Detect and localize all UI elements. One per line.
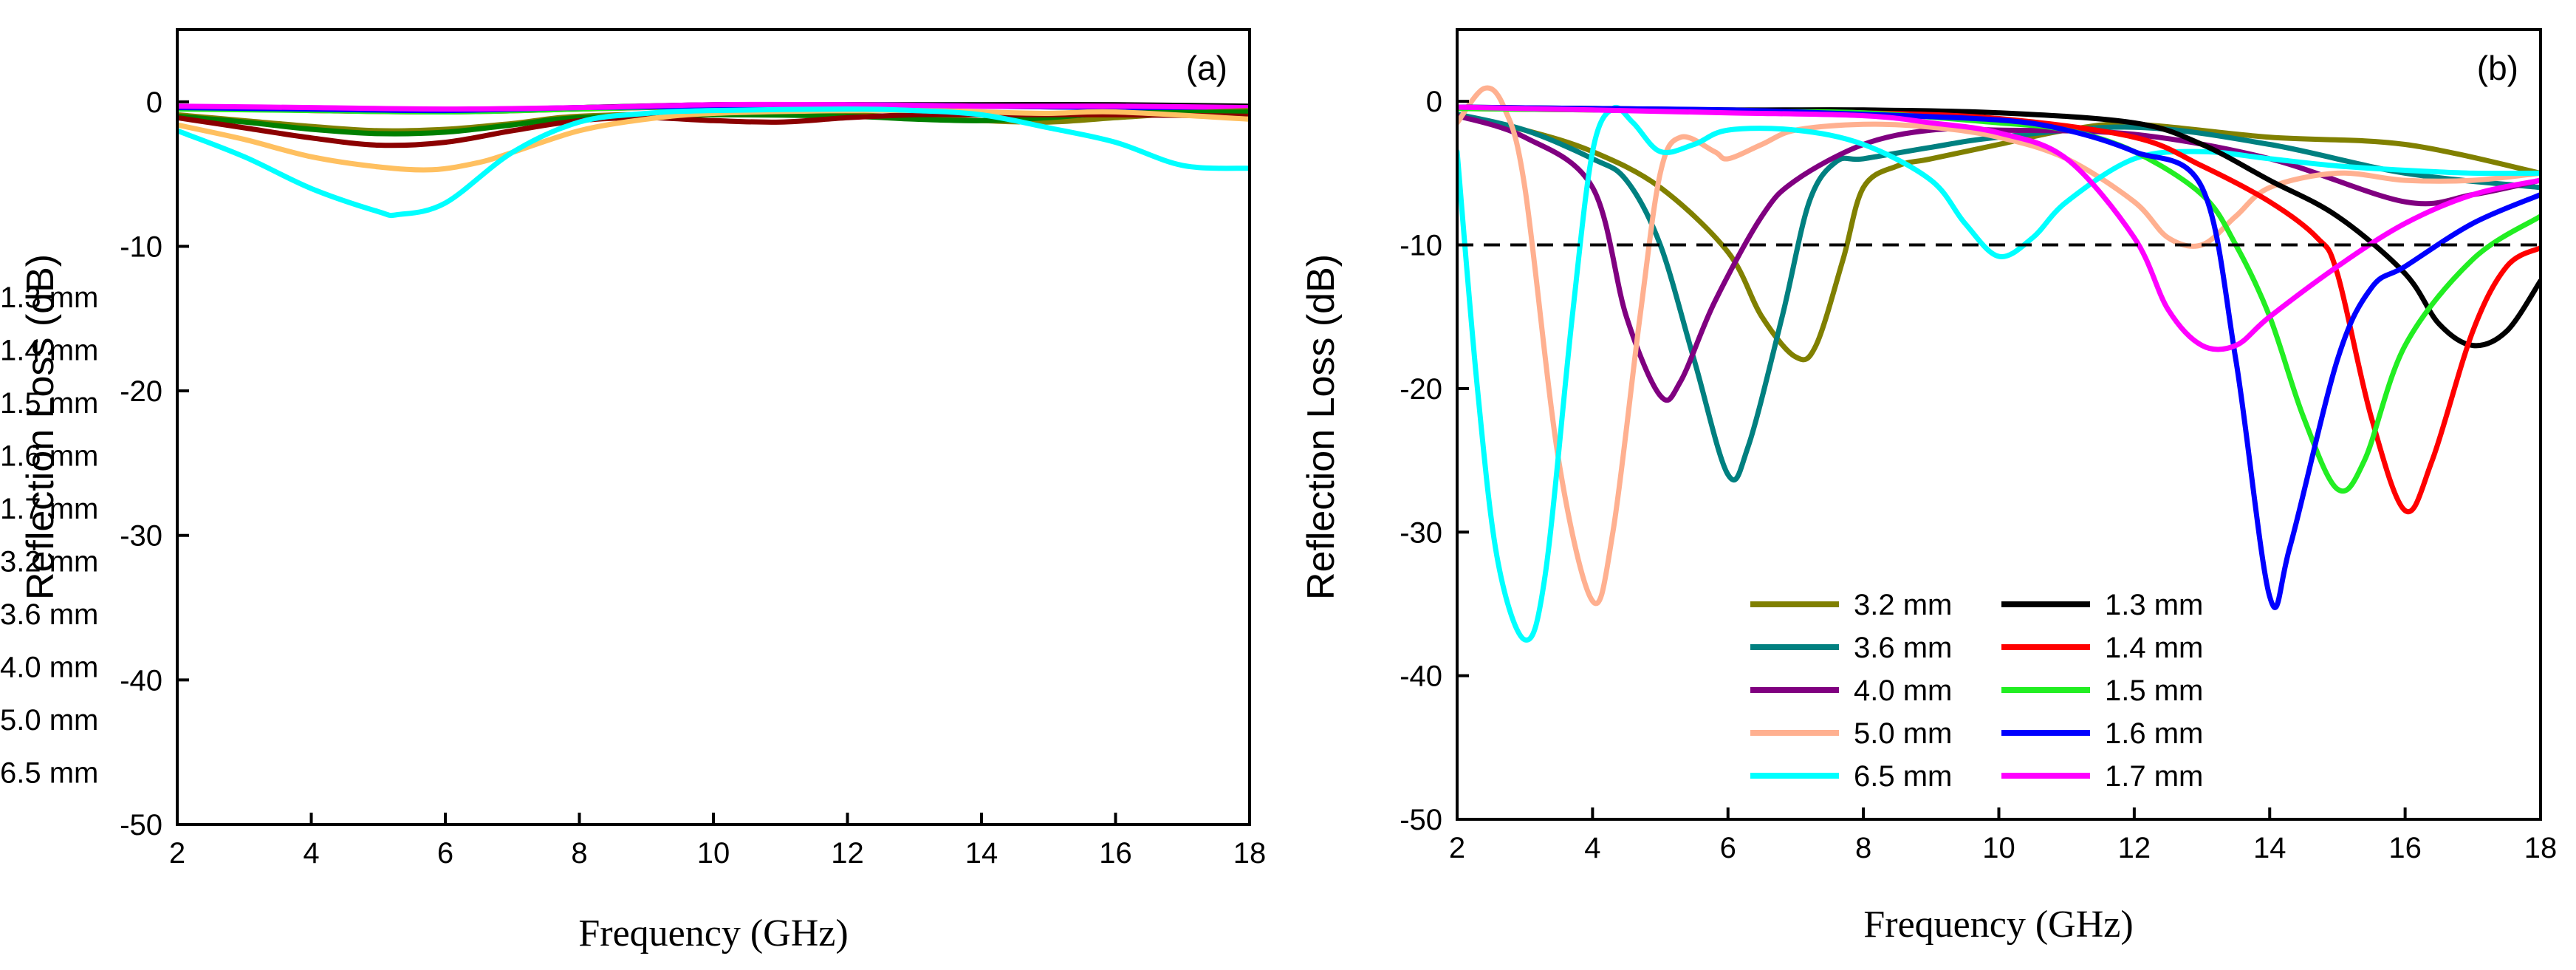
chart-a-y-axis-title: Reflection Loss (dB) <box>19 254 62 600</box>
chart-a-x-tick-label: 10 <box>697 837 730 870</box>
chart-b-x-tick-label: 18 <box>2524 832 2558 864</box>
chart-b-panel-label: (b) <box>2477 49 2518 87</box>
chart-a-y-tick-label: -30 <box>120 520 162 553</box>
chart-b-series-line-6-5-mm <box>1457 104 2541 643</box>
chart-b-legend-label-3-2-mm: 3.2 mm <box>1854 589 1952 621</box>
chart-a-ticks-group: 2 4 6 8 10 12 14 16 18 0 -10 -20 -30 -40 -50 <box>120 86 1266 870</box>
chart-b-legend-label-3-6-mm: 3.6 mm <box>1854 632 1952 664</box>
chart-a-legend-label-1-7-mm: 1.7 mm <box>0 493 98 525</box>
chart-b-x-tick-label: 12 <box>2118 832 2151 864</box>
chart-a-x-tick-label: 14 <box>965 837 998 870</box>
chart-b-legend-label-1-5-mm: 1.5 mm <box>2105 674 2203 707</box>
chart-b-legend-label-1-7-mm: 1.7 mm <box>2105 760 2203 793</box>
chart-a-legend-label-6-5-mm: 6.5 mm <box>0 757 98 790</box>
chart-a-legend-label-3-2-mm: 3.2 mm <box>0 546 98 578</box>
chart-a-legend-label-5-0-mm: 5.0 mm <box>0 704 98 737</box>
chart-b-legend-label-5-0-mm: 5.0 mm <box>1854 717 1952 750</box>
chart-b-x-axis-title: Frequency (GHz) <box>1863 904 2133 946</box>
chart-b-x-tick-label: 14 <box>2253 832 2286 864</box>
chart-b-y-tick-label: -50 <box>1400 804 1442 836</box>
chart-b-x-tick-label: 2 <box>1449 832 1465 864</box>
chart-a-series-line-5-0-mm <box>177 107 1250 173</box>
chart-a-plot-frame <box>176 28 1251 826</box>
chart-a-x-tick-label: 12 <box>831 837 864 870</box>
chart-a-x-tick-label: 6 <box>437 837 453 870</box>
chart-a-x-tick-label: 8 <box>571 837 587 870</box>
chart-a-legend-label-1-6-mm: 1.6 mm <box>0 440 98 473</box>
chart-a-y-tick-label: -10 <box>120 230 162 263</box>
chart-panel-a: 2 4 6 8 10 12 14 16 18 0 -10 -20 -30 -40 -50 (a) Frequ… <box>0 28 1266 954</box>
chart-a-x-tick-label: 16 <box>1099 837 1132 870</box>
chart-b-x-tick-label: 16 <box>2388 832 2422 864</box>
chart-b-y-tick-label: -20 <box>1400 373 1442 406</box>
chart-b-series-line-3-6-mm <box>1457 112 2541 482</box>
chart-a-legend-label-1-4-mm: 1.4 mm <box>0 335 98 367</box>
chart-b-legend-label-1-3-mm: 1.3 mm <box>2105 589 2203 621</box>
chart-a-y-tick-label: -50 <box>120 809 162 841</box>
chart-a-y-tick-label: 0 <box>146 86 162 119</box>
chart-a-series-line-1-7-mm <box>177 101 1250 112</box>
chart-a-x-axis-title: Frequency (GHz) <box>578 912 848 954</box>
chart-a-series-line-6-5-mm <box>177 106 1250 219</box>
chart-b-x-tick-label: 8 <box>1855 832 1871 864</box>
chart-b-x-tick-label: 10 <box>1982 832 2015 864</box>
chart-b-legend: 3.2 mm 3.6 mm 4.0 mm 5.0 mm 6.5 mm 1.3 mm 1.4 … <box>1750 589 2203 793</box>
chart-b-y-tick-label: -10 <box>1400 230 1442 262</box>
chart-b-series-group <box>1457 85 2541 643</box>
chart-a-y-tick-label: -40 <box>120 664 162 697</box>
chart-a-x-tick-label: 2 <box>169 837 185 870</box>
chart-b-series-line-3-2-mm <box>1457 113 2541 363</box>
chart-b-y-tick-label: -40 <box>1400 660 1442 693</box>
chart-a-panel-label: (a) <box>1186 49 1227 87</box>
chart-b-legend-label-1-6-mm: 1.6 mm <box>2105 717 2203 750</box>
chart-b-x-tick-label: 4 <box>1584 832 1600 864</box>
chart-b-x-tick-label: 6 <box>1720 832 1736 864</box>
chart-b-legend-label-1-4-mm: 1.4 mm <box>2105 632 2203 664</box>
chart-b-ticks-group: 2 4 6 8 10 12 14 16 18 0 -10 -20 -30 -40 -50 <box>1400 86 2557 864</box>
chart-panel-b: 2 4 6 8 10 12 14 16 18 0 -10 -20 -30 -40 -50 (b) Frequ… <box>1300 28 2557 946</box>
chart-a-legend-label-1-3-mm: 1.3 mm <box>0 281 98 314</box>
chart-a-legend-label-4-0-mm: 4.0 mm <box>0 652 98 684</box>
chart-b-series-line-1-6-mm <box>1457 104 2541 610</box>
chart-a-x-tick-label: 4 <box>303 837 319 870</box>
chart-a-x-tick-label: 18 <box>1233 837 1267 870</box>
chart-a-legend-label-1-5-mm: 1.5 mm <box>0 387 98 420</box>
chart-b-legend-label-4-0-mm: 4.0 mm <box>1854 674 1952 707</box>
chart-a-legend-label-3-6-mm: 3.6 mm <box>0 598 98 631</box>
chart-b-series-line-4-0-mm <box>1457 113 2541 403</box>
chart-a-legend: 1.3 mm 1.4 mm 1.5 mm 1.6 mm 1.7 mm 3.2 mm 3.6 … <box>0 281 98 790</box>
chart-b-y-axis-title: Reflection Loss (dB) <box>1300 254 1343 600</box>
chart-b-y-tick-label: -30 <box>1400 516 1442 549</box>
chart-a-y-tick-label: -20 <box>120 375 162 408</box>
chart-a-series-group <box>177 101 1250 219</box>
chart-b-y-tick-label: 0 <box>1426 86 1442 118</box>
chart-b-series-line-1-7-mm <box>1457 104 2541 352</box>
chart-b-legend-label-6-5-mm: 6.5 mm <box>1854 760 1952 793</box>
